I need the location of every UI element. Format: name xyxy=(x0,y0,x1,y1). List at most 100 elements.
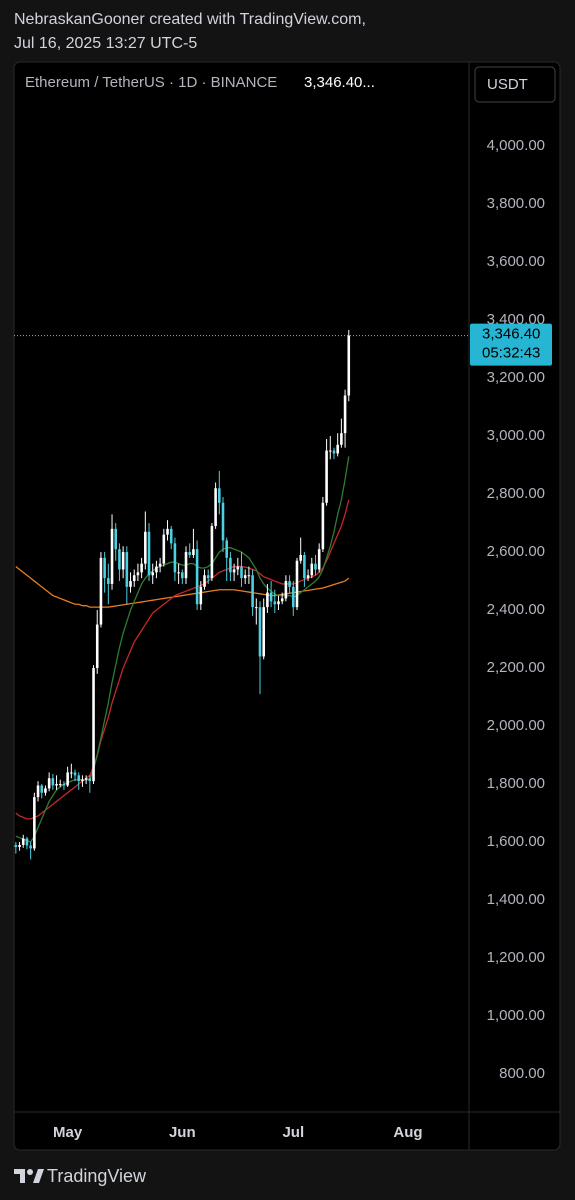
candle-body xyxy=(92,668,95,782)
x-tick-label: Jun xyxy=(169,1124,196,1141)
candle-body xyxy=(58,784,62,786)
y-tick-label: 3,600.00 xyxy=(487,253,545,270)
legend-price: 3,346.40... xyxy=(304,74,375,91)
candle-body xyxy=(84,778,88,780)
chart-panel xyxy=(13,61,561,1151)
candle-body xyxy=(232,569,236,573)
y-tick-label: 1,800.00 xyxy=(487,775,545,792)
candle-body xyxy=(173,543,177,573)
candle-body xyxy=(314,563,317,570)
candle-body xyxy=(77,775,81,782)
candle-body xyxy=(195,549,199,605)
y-tick-label: 4,000.00 xyxy=(487,137,545,154)
candle-body xyxy=(255,607,258,609)
y-tick-label: 1,000.00 xyxy=(487,1007,545,1024)
candle-body xyxy=(321,502,325,550)
currency-button[interactable] xyxy=(474,66,556,103)
candle-body xyxy=(251,575,254,608)
candle-body xyxy=(236,566,240,570)
candle-body xyxy=(325,450,328,503)
candle-body xyxy=(306,575,310,579)
candle-body xyxy=(33,797,36,849)
candle-body xyxy=(210,525,214,579)
y-tick-label: 2,200.00 xyxy=(487,659,545,676)
candle-body xyxy=(107,578,110,584)
candle-body xyxy=(155,566,158,573)
candle-body xyxy=(47,778,51,789)
candle-body xyxy=(284,581,288,599)
candle-body xyxy=(203,575,206,587)
candle-body xyxy=(188,552,192,555)
brand-name: TradingView xyxy=(47,1166,147,1186)
candle-body xyxy=(303,554,306,579)
candle-body xyxy=(166,528,169,535)
candle-body xyxy=(317,549,321,570)
chart-subtitle: Jul 16, 2025 13:27 UTC-5 xyxy=(14,35,197,52)
candle-body xyxy=(299,554,302,561)
candle-body xyxy=(36,785,40,798)
candle-body xyxy=(310,563,314,576)
candle-body xyxy=(343,395,347,434)
last-price-tag xyxy=(470,323,552,366)
logo-part xyxy=(27,1169,33,1175)
candle-body xyxy=(114,528,118,550)
candle-body xyxy=(40,785,44,793)
countdown-label: 05:32:43 xyxy=(482,345,540,362)
candle-body xyxy=(44,788,47,793)
chart-title: NebraskanGooner created with TradingView… xyxy=(14,11,366,28)
candle-body xyxy=(95,624,99,669)
y-tick-label: 2,400.00 xyxy=(487,601,545,618)
candle-body xyxy=(18,844,21,847)
logo-part xyxy=(33,1169,44,1183)
candle-body xyxy=(328,450,332,452)
candle-body xyxy=(340,433,343,445)
y-tick-label: 800.00 xyxy=(499,1065,545,1082)
candle-body xyxy=(70,772,73,774)
candle-body xyxy=(162,534,166,564)
candle-body xyxy=(99,557,103,625)
candle-body xyxy=(221,502,225,541)
candle-body xyxy=(14,844,18,847)
y-tick-label: 3,800.00 xyxy=(487,195,545,212)
candle-body xyxy=(121,552,125,570)
candle-body xyxy=(192,549,195,555)
candle-body xyxy=(151,572,155,576)
candle-body xyxy=(184,552,188,579)
candle-body xyxy=(269,592,273,602)
candle-body xyxy=(247,575,251,577)
candle-body xyxy=(51,778,55,786)
candle-body xyxy=(288,581,291,587)
candle-body xyxy=(103,557,106,579)
y-tick-label: 1,200.00 xyxy=(487,949,545,966)
candle-body xyxy=(110,528,114,584)
candle-body xyxy=(81,779,84,782)
candle-body xyxy=(169,528,173,544)
candle-body xyxy=(277,601,280,605)
plot: 800.00 1,000.00 1,200.00 1,400.00 1,600.00 1,… xyxy=(14,137,552,1141)
candle-body xyxy=(29,845,32,849)
candle-body xyxy=(243,575,247,579)
candle-body xyxy=(73,772,77,776)
candle-body xyxy=(240,566,243,579)
candle-body xyxy=(62,784,66,786)
candle-body xyxy=(136,572,140,576)
candle-body xyxy=(214,488,217,526)
candle-body xyxy=(88,778,92,782)
currency-label[interactable]: USDT xyxy=(487,76,528,93)
y-tick-label: 2,600.00 xyxy=(487,543,545,560)
candle-body xyxy=(273,601,277,605)
candle-body xyxy=(177,572,180,574)
logo-part xyxy=(14,1169,25,1183)
candle-body xyxy=(118,549,121,570)
candle-body xyxy=(132,575,136,582)
candle-body xyxy=(129,581,132,587)
brand-logo xyxy=(14,1169,44,1183)
y-tick-label: 3,200.00 xyxy=(487,369,545,386)
x-tick-label: Jul xyxy=(282,1124,304,1141)
candle-body xyxy=(199,586,203,605)
candle-body xyxy=(218,488,221,503)
candle-body xyxy=(229,557,232,573)
symbol-legend: Ethereum / TetherUS · 1D · BINANCE xyxy=(25,74,277,91)
